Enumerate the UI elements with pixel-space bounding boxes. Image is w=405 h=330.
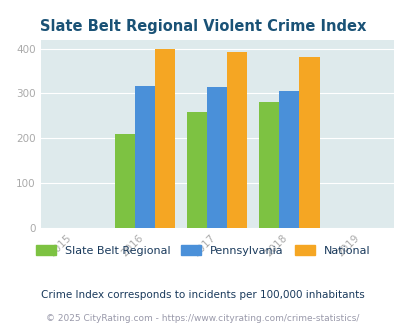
Bar <box>207 87 227 228</box>
Bar <box>279 91 298 228</box>
Text: © 2025 CityRating.com - https://www.cityrating.com/crime-statistics/: © 2025 CityRating.com - https://www.city… <box>46 314 359 323</box>
Legend: Slate Belt Regional, Pennsylvania, National: Slate Belt Regional, Pennsylvania, Natio… <box>31 241 374 260</box>
Bar <box>298 57 319 228</box>
Bar <box>155 49 175 228</box>
Text: Crime Index corresponds to incidents per 100,000 inhabitants: Crime Index corresponds to incidents per… <box>41 290 364 300</box>
Bar <box>258 102 279 228</box>
Bar <box>227 52 247 228</box>
Bar <box>115 134 135 228</box>
Text: Slate Belt Regional Violent Crime Index: Slate Belt Regional Violent Crime Index <box>40 19 365 34</box>
Bar <box>186 112 207 228</box>
Bar <box>135 86 155 228</box>
